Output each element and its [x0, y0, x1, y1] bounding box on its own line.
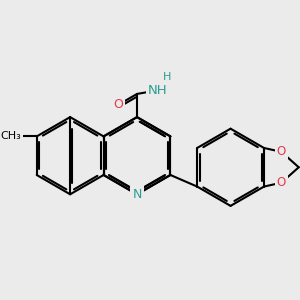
Text: O: O — [277, 145, 286, 158]
Text: N: N — [132, 188, 142, 201]
Text: O: O — [277, 176, 286, 189]
Text: CH₃: CH₃ — [0, 131, 21, 141]
Text: H: H — [163, 72, 171, 82]
Text: O: O — [114, 98, 124, 111]
Text: NH: NH — [148, 84, 168, 97]
